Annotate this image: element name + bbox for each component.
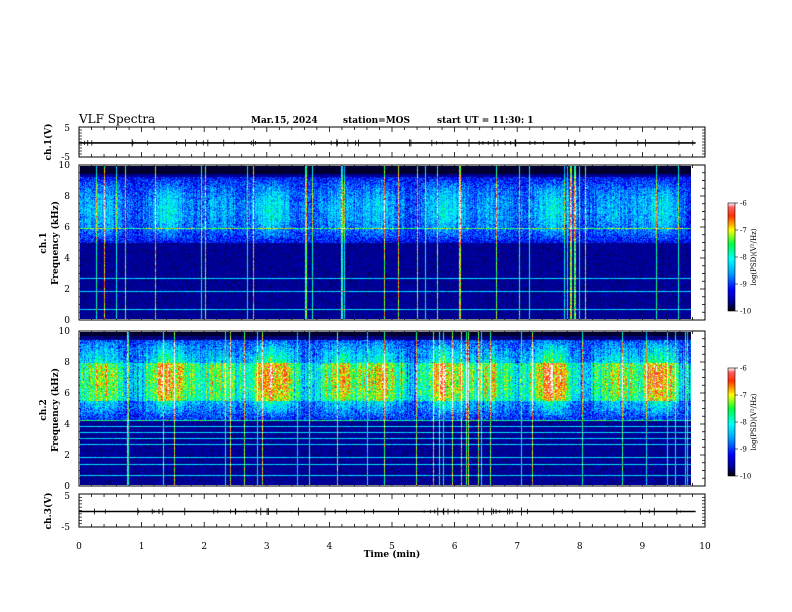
ch3-ytick-bottom: -5 <box>61 523 70 533</box>
ch3-waveform-panel: 5 -5 ch.3(V) <box>43 492 706 533</box>
x-tick-label: 5 <box>389 542 395 552</box>
ch1-spectrogram-ytick-label: 0 <box>64 316 70 326</box>
ch2-colorbar-tick-label: -8 <box>740 419 747 427</box>
ch2-spectrogram-ytick-label: 4 <box>64 420 70 430</box>
x-tick-label: 8 <box>577 542 583 552</box>
ch1-colorbar-label: log(PSD)(V²/Hz) <box>750 228 758 285</box>
x-tick-label: 4 <box>327 542 333 552</box>
ch1-spectrogram-ytick-label: 10 <box>59 161 71 171</box>
ch1-spectrogram-ytick-label: 6 <box>64 223 70 233</box>
ch2-spectrogram-ytick-label: 0 <box>64 482 70 492</box>
ch1-waveform-panel: 5 -5 ch.1(V) <box>43 124 706 163</box>
ch2-spectrogram-ylabel-frequency: Frequency (kHz) <box>50 368 61 452</box>
ch2-colorbar-tick-label: -10 <box>740 473 751 481</box>
ch1-spectrogram-ytick-label: 4 <box>64 254 70 264</box>
ch2-spectrogram-ytick-label: 8 <box>64 358 70 368</box>
x-tick-label: 1 <box>139 542 145 552</box>
x-axis-label: Time (min) <box>364 549 421 560</box>
ch3-waveform-ylabel: ch.3(V) <box>43 493 54 530</box>
x-tick-label: 6 <box>452 542 458 552</box>
ch2-colorbar-tick-label: -9 <box>740 446 747 454</box>
ch1-spectrogram-ytick-label: 2 <box>64 285 70 295</box>
start-time-label: start UT = 11:30: 1 <box>437 116 534 126</box>
ch1-spectrogram-image <box>80 166 691 319</box>
x-tick-label: 7 <box>514 542 520 552</box>
ch1-waveform-ylabel: ch.1(V) <box>43 124 54 161</box>
ch1-spectrogram-ytick-label: 8 <box>64 192 70 202</box>
x-tick-label: 0 <box>76 542 82 552</box>
time-axis: 0 1 2 3 4 5 6 7 8 9 10 <box>76 542 711 552</box>
ch2-spectrogram-ytick-label: 10 <box>59 327 71 337</box>
ch1-colorbar: -6 -7 -8 -9 -10 log(PSD)(V²/Hz) <box>727 200 758 316</box>
x-tick-label: 3 <box>264 542 270 552</box>
ch3-ytick-top: 5 <box>64 492 70 502</box>
x-tick-label: 9 <box>640 542 646 552</box>
date-label: Mar.15, 2024 <box>251 116 318 126</box>
x-tick-label: 10 <box>699 542 711 552</box>
station-label: station=MOS <box>343 116 410 126</box>
ch1-colorbar-tick-label: -8 <box>740 254 747 262</box>
figure-title: VLF Spectra <box>78 112 155 126</box>
ch2-spectrogram-image <box>80 332 691 485</box>
ch1-ytick-bottom: -5 <box>61 153 70 163</box>
x-tick-label: 2 <box>201 542 207 552</box>
ch1-colorbar-tick-label: -10 <box>740 308 751 316</box>
ch2-colorbar-tick-label: -7 <box>740 392 747 400</box>
ch1-spectrogram-ylabel-frequency: Frequency (kHz) <box>50 201 61 285</box>
ch2-colorbar-label: log(PSD)(V²/Hz) <box>750 393 758 450</box>
ch2-spectrogram-ylabel-channel: ch.2 <box>39 399 49 420</box>
ch1-colorbar-tick-label: -7 <box>740 227 747 235</box>
ch2-spectrogram-ytick-label: 6 <box>64 389 70 399</box>
ch1-spectrogram-ylabel-channel: ch.1 <box>39 232 49 253</box>
ch1-colorbar-gradient <box>727 202 736 312</box>
ch1-colorbar-tick-label: -6 <box>740 200 747 208</box>
ch2-colorbar: -6 -7 -8 -9 -10 log(PSD)(V²/Hz) <box>727 365 758 481</box>
ch2-spectrogram-ytick-label: 2 <box>64 451 70 461</box>
ch1-colorbar-tick-label: -9 <box>740 281 747 289</box>
ch1-ytick-top: 5 <box>64 124 70 134</box>
ch2-colorbar-tick-label: -6 <box>740 365 747 373</box>
ch2-colorbar-gradient <box>727 367 736 477</box>
